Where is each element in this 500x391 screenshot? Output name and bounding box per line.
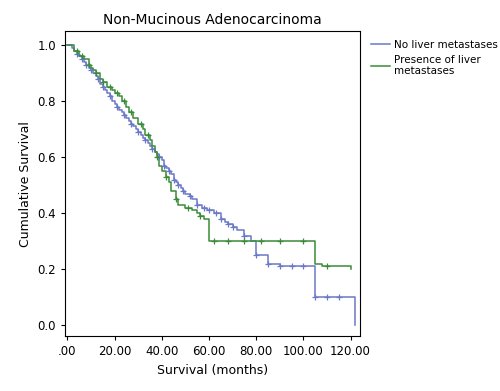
Legend: No liver metastases, Presence of liver
metastases: No liver metastases, Presence of liver m…: [368, 36, 500, 79]
Title: Non-Mucinous Adenocarcinoma: Non-Mucinous Adenocarcinoma: [103, 13, 322, 27]
X-axis label: Survival (months): Survival (months): [157, 364, 268, 377]
Y-axis label: Cumulative Survival: Cumulative Survival: [19, 121, 32, 247]
